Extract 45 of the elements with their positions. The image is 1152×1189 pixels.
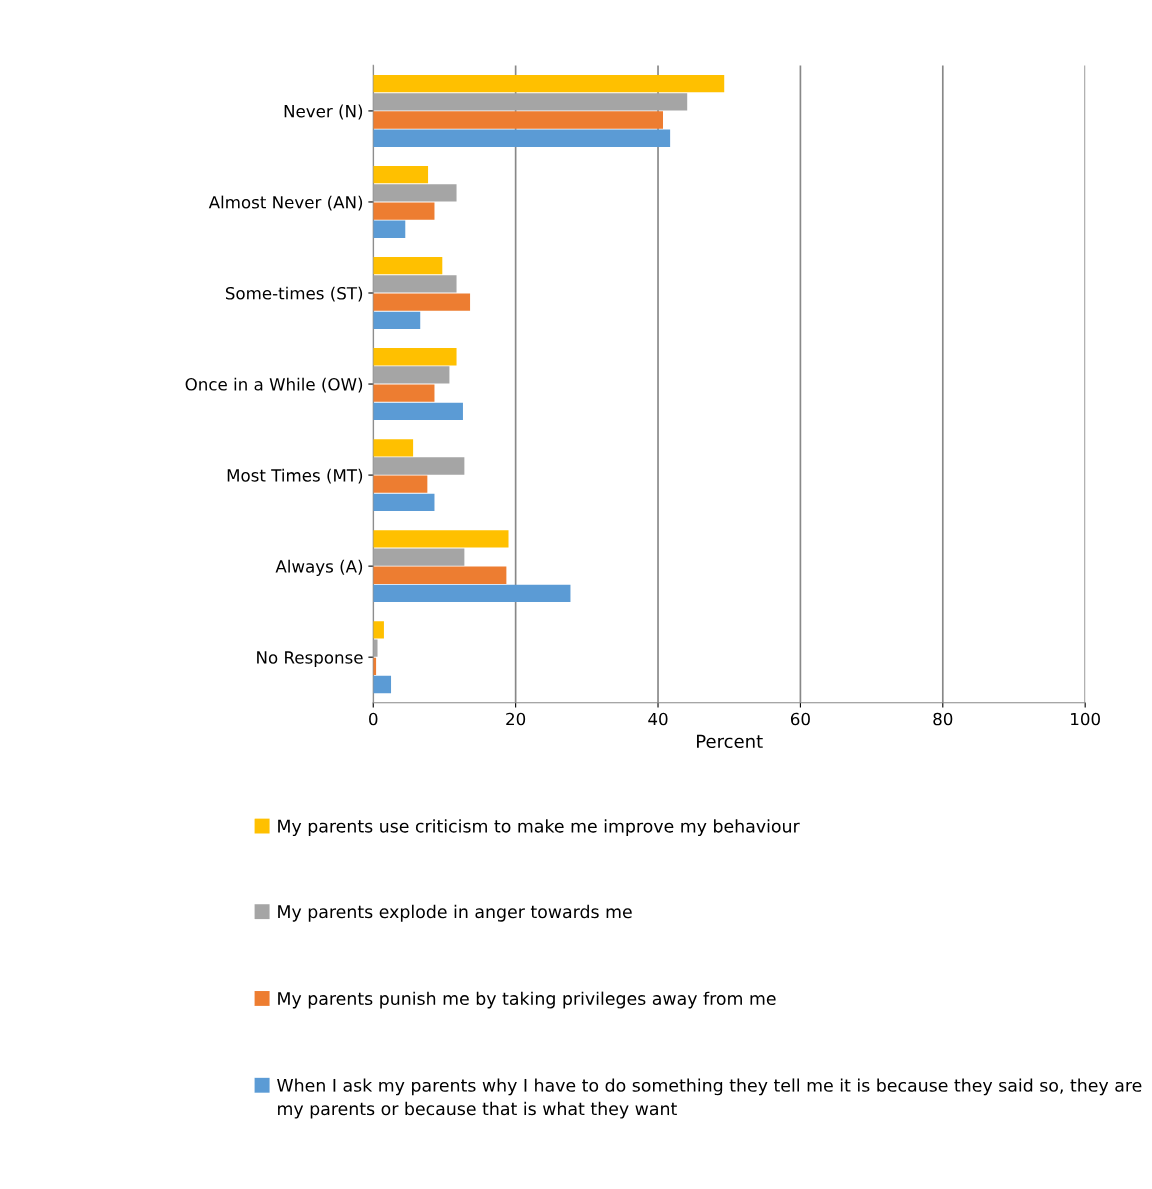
y-tick-label: Most Times (MT) xyxy=(227,468,363,484)
bar xyxy=(373,548,465,566)
x-tick-label: 100 xyxy=(1071,712,1100,726)
bar xyxy=(373,166,429,184)
y-tick-label: Never (N) xyxy=(284,104,363,120)
bar xyxy=(373,184,457,202)
legend-label: My parents punish me by taking privileges away from me xyxy=(278,991,776,1009)
x-tick-label: 40 xyxy=(648,712,668,726)
y-tick-label: Almost Never (AN) xyxy=(208,195,363,211)
x-axis-title: Percent xyxy=(697,734,763,749)
bar xyxy=(373,366,450,384)
bar xyxy=(373,639,378,657)
bar xyxy=(373,129,671,147)
bar xyxy=(373,257,443,275)
bar xyxy=(373,475,428,493)
bar xyxy=(373,293,471,311)
bar xyxy=(373,202,435,220)
y-tick-label: Always (A) xyxy=(275,559,363,576)
bar xyxy=(373,493,435,512)
legend-label: When I ask my parents why I have to do something they tell me it is because they said so, they are my parents or because that is what they want xyxy=(277,1078,1142,1119)
bar xyxy=(373,530,509,548)
y-tick-label: No Response xyxy=(257,651,363,667)
legend-label: My parents use criticism to make me improve my behaviour xyxy=(278,819,800,837)
bar xyxy=(373,275,457,293)
legend-label: My parents explode in anger towards me xyxy=(278,904,632,922)
bar xyxy=(373,111,664,129)
bar xyxy=(373,93,688,111)
bar xyxy=(373,439,414,457)
bar xyxy=(373,311,421,329)
bar xyxy=(373,675,392,694)
bar xyxy=(373,566,507,584)
bar xyxy=(373,348,457,366)
bar xyxy=(373,384,435,402)
x-tick-label: 0 xyxy=(369,712,378,726)
x-tick-label: 80 xyxy=(933,712,953,726)
bar xyxy=(373,402,463,421)
x-tick-label: 20 xyxy=(506,712,526,726)
y-tick-label: Once in a While (OW) xyxy=(185,377,363,393)
x-tick-label: 60 xyxy=(790,712,810,726)
bar xyxy=(373,621,384,639)
bar xyxy=(373,584,571,603)
y-tick-label: Some-times (ST) xyxy=(225,286,363,302)
bar xyxy=(373,457,465,475)
bar xyxy=(373,220,406,238)
bar xyxy=(373,74,725,93)
